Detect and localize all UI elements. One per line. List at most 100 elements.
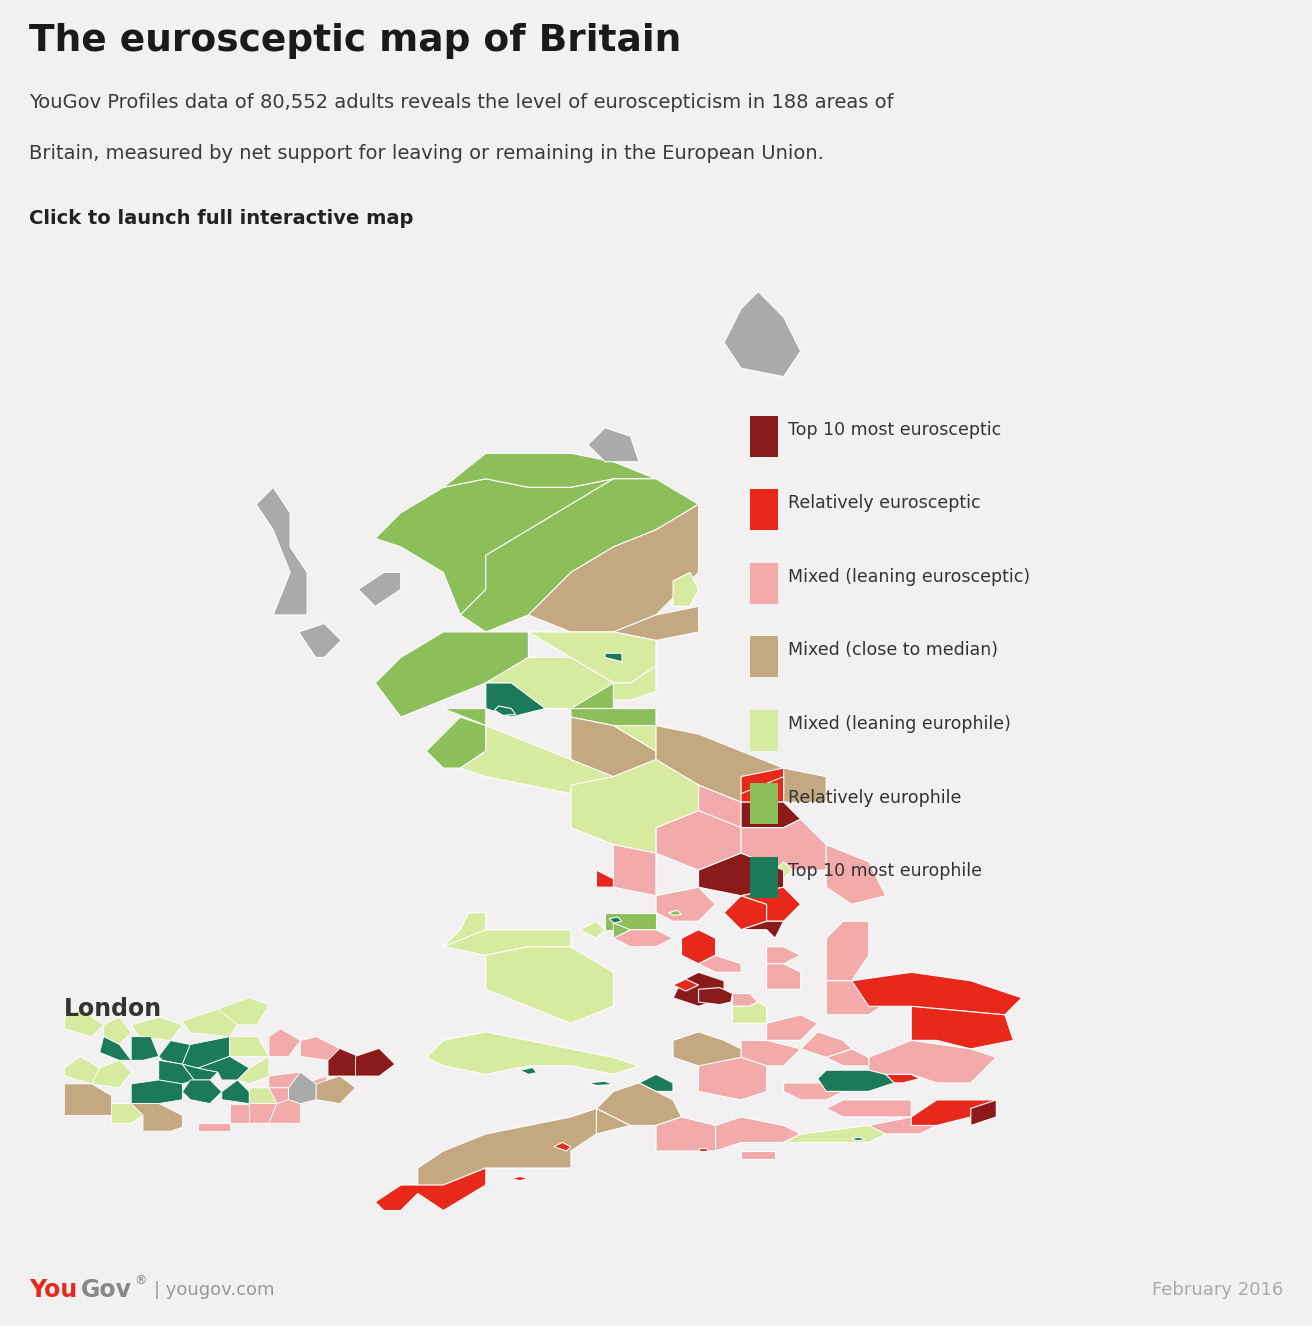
Polygon shape — [827, 922, 869, 981]
Polygon shape — [669, 910, 681, 915]
Polygon shape — [912, 1099, 996, 1126]
Polygon shape — [299, 623, 341, 658]
Text: February 2016: February 2016 — [1152, 1281, 1283, 1298]
Polygon shape — [182, 1065, 218, 1079]
Polygon shape — [912, 1006, 1013, 1049]
Polygon shape — [869, 1074, 920, 1083]
Polygon shape — [64, 1083, 112, 1115]
Polygon shape — [971, 1099, 996, 1126]
Polygon shape — [222, 1079, 249, 1103]
Polygon shape — [827, 845, 886, 904]
Polygon shape — [741, 887, 800, 922]
Text: London: London — [64, 997, 163, 1021]
Polygon shape — [230, 1103, 249, 1123]
Polygon shape — [571, 708, 656, 725]
Polygon shape — [443, 453, 656, 487]
Polygon shape — [230, 1103, 277, 1123]
Polygon shape — [741, 1041, 800, 1066]
Polygon shape — [673, 972, 724, 1006]
Text: Britain, measured by net support for leaving or remaining in the European Union.: Britain, measured by net support for lea… — [29, 143, 824, 163]
FancyBboxPatch shape — [749, 784, 778, 825]
Polygon shape — [656, 725, 827, 802]
Polygon shape — [741, 1151, 775, 1159]
Polygon shape — [698, 1057, 766, 1099]
Polygon shape — [732, 993, 758, 1006]
Polygon shape — [64, 1009, 104, 1037]
Polygon shape — [198, 1123, 230, 1131]
FancyBboxPatch shape — [749, 489, 778, 530]
Polygon shape — [375, 1168, 485, 1211]
Polygon shape — [300, 1037, 340, 1061]
Polygon shape — [485, 658, 614, 708]
Polygon shape — [673, 573, 698, 606]
Polygon shape — [112, 1103, 143, 1123]
Polygon shape — [698, 853, 783, 895]
Polygon shape — [64, 1057, 100, 1083]
Polygon shape — [571, 1109, 631, 1134]
Text: The eurosceptic map of Britain: The eurosceptic map of Britain — [29, 23, 681, 60]
Polygon shape — [159, 1061, 194, 1083]
Polygon shape — [529, 633, 656, 683]
Polygon shape — [614, 923, 631, 939]
Polygon shape — [182, 1009, 237, 1037]
Polygon shape — [698, 1148, 707, 1151]
Polygon shape — [198, 1057, 249, 1079]
Polygon shape — [698, 988, 732, 1005]
Polygon shape — [609, 918, 622, 923]
Polygon shape — [741, 922, 783, 939]
Text: Mixed (leaning europhile): Mixed (leaning europhile) — [789, 715, 1010, 733]
Polygon shape — [571, 717, 656, 777]
Polygon shape — [715, 1116, 800, 1151]
Polygon shape — [269, 1029, 300, 1057]
Polygon shape — [289, 1075, 328, 1099]
Polygon shape — [131, 1079, 182, 1103]
FancyBboxPatch shape — [749, 636, 778, 678]
Polygon shape — [800, 1032, 851, 1057]
Text: | yougov.com: | yougov.com — [154, 1281, 274, 1298]
Polygon shape — [724, 292, 800, 377]
Polygon shape — [605, 654, 622, 662]
Polygon shape — [783, 1126, 886, 1143]
Polygon shape — [588, 428, 639, 461]
FancyBboxPatch shape — [749, 416, 778, 456]
Polygon shape — [554, 1143, 571, 1151]
Polygon shape — [485, 683, 546, 717]
Polygon shape — [817, 1070, 895, 1091]
Polygon shape — [461, 479, 698, 633]
Polygon shape — [269, 1087, 289, 1103]
Polygon shape — [230, 1037, 269, 1057]
Polygon shape — [851, 1138, 865, 1140]
Polygon shape — [485, 947, 614, 1024]
Polygon shape — [218, 997, 269, 1025]
Text: Gov: Gov — [81, 1277, 133, 1302]
Polygon shape — [681, 930, 715, 964]
Polygon shape — [182, 1079, 222, 1103]
Polygon shape — [417, 1109, 597, 1193]
Polygon shape — [741, 768, 783, 793]
Polygon shape — [614, 845, 656, 895]
Polygon shape — [673, 979, 698, 991]
Polygon shape — [766, 947, 800, 964]
Polygon shape — [614, 666, 656, 700]
Polygon shape — [580, 922, 605, 939]
Polygon shape — [656, 887, 715, 922]
Polygon shape — [269, 1099, 300, 1123]
Polygon shape — [131, 1037, 159, 1061]
Polygon shape — [237, 1057, 269, 1083]
Polygon shape — [597, 870, 614, 887]
Polygon shape — [375, 479, 614, 615]
Text: Top 10 most europhile: Top 10 most europhile — [789, 862, 981, 880]
Polygon shape — [732, 1002, 766, 1024]
Polygon shape — [131, 1103, 182, 1131]
Polygon shape — [443, 930, 571, 955]
Polygon shape — [639, 1074, 673, 1091]
Polygon shape — [316, 1075, 356, 1103]
Polygon shape — [358, 573, 400, 606]
Polygon shape — [741, 777, 783, 802]
Polygon shape — [741, 819, 827, 870]
Polygon shape — [588, 1081, 614, 1086]
Text: Mixed (close to median): Mixed (close to median) — [789, 642, 998, 659]
Polygon shape — [741, 802, 800, 827]
Polygon shape — [356, 1049, 395, 1075]
Polygon shape — [529, 504, 698, 633]
